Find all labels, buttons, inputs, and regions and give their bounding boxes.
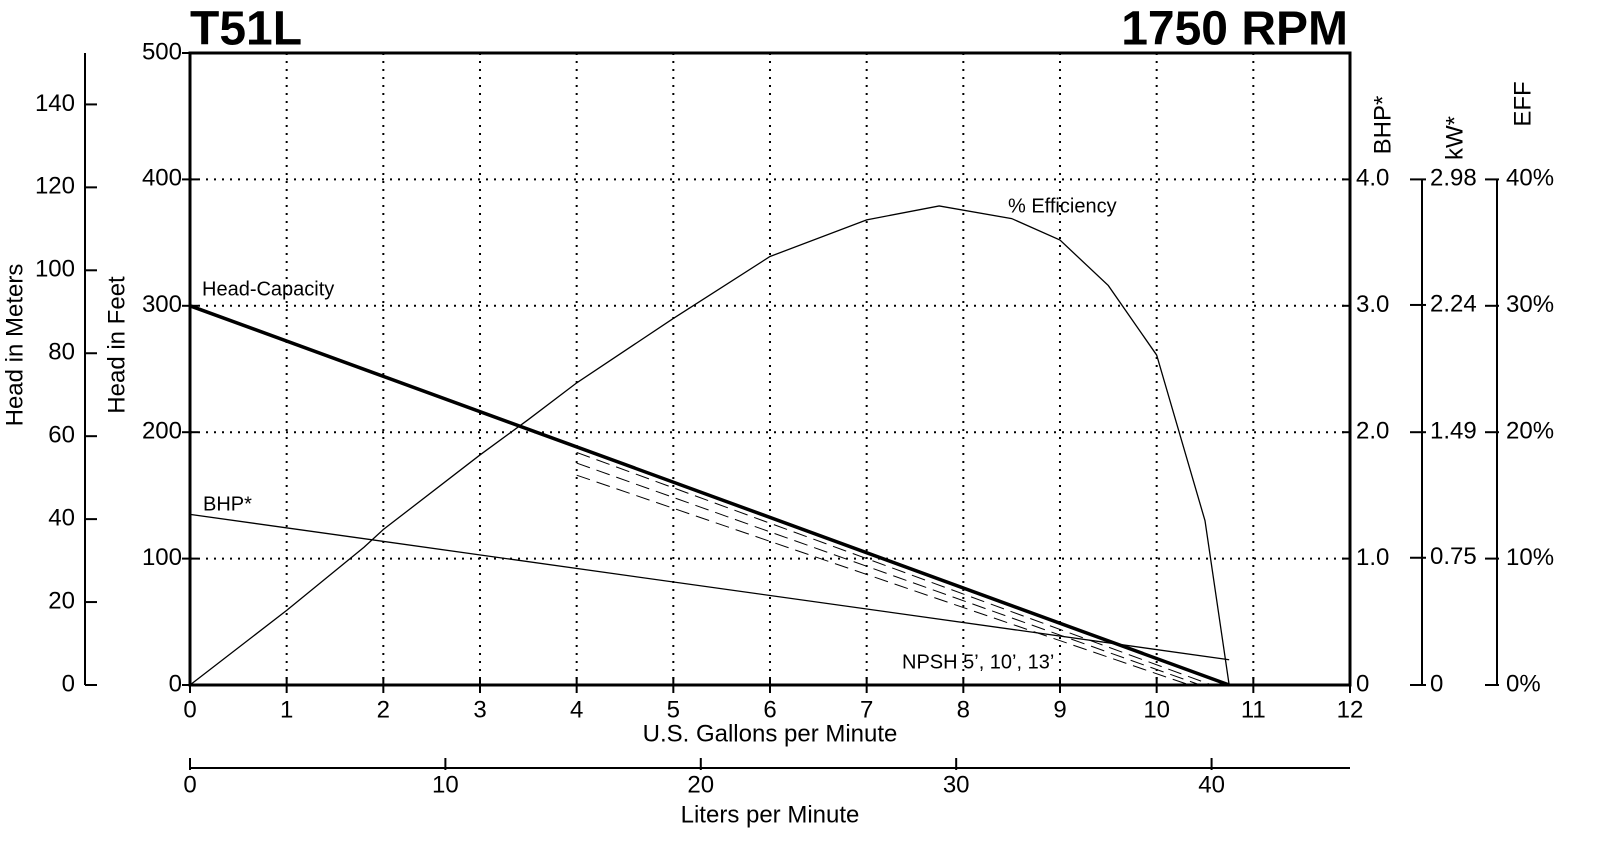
y2-tick-label: 120 — [35, 173, 75, 200]
y5-tick-label: 40% — [1506, 165, 1554, 192]
series-line — [189, 304, 1230, 687]
x2-axis-label: Liters per Minute — [681, 801, 860, 828]
x-tick-label: 6 — [763, 696, 776, 723]
x2-tick-label: 20 — [687, 771, 714, 798]
chart-subtitle: 1750 RPM — [1121, 3, 1348, 56]
y4-axis-label: kW* — [1441, 116, 1468, 160]
y4-tick-label: 2.98 — [1430, 165, 1477, 192]
x-axis-label: U.S. Gallons per Minute — [643, 720, 898, 747]
npsh-label: NPSH 5’, 10’, 13’ — [902, 651, 1054, 673]
y-tick-label: 500 — [142, 38, 182, 65]
x-tick-label: 9 — [1053, 696, 1066, 723]
y5-tick-label: 0% — [1506, 670, 1541, 697]
y5-tick-label: 30% — [1506, 291, 1554, 318]
y2-axis-label: Head in Meters — [1, 264, 28, 427]
x2-tick-label: 40 — [1198, 771, 1225, 798]
x-tick-label: 4 — [570, 696, 583, 723]
series-line — [576, 451, 1212, 686]
y3-tick-label: 0 — [1356, 670, 1369, 697]
series-line — [576, 474, 1190, 686]
y2-tick-label: 0 — [62, 670, 75, 697]
y-tick-label: 300 — [142, 291, 182, 318]
x2-tick-label: 0 — [183, 771, 196, 798]
y3-tick-label: 2.0 — [1356, 418, 1389, 445]
x-tick-label: 10 — [1143, 696, 1170, 723]
x-tick-label: 7 — [860, 696, 873, 723]
y2-tick-label: 80 — [48, 339, 75, 366]
y-axis-label: Head in Feet — [103, 276, 130, 414]
series-label: % Efficiency — [1008, 195, 1117, 217]
y2-tick-label: 100 — [35, 256, 75, 283]
y-tick-label: 0 — [169, 670, 182, 697]
y2-tick-label: 40 — [48, 504, 75, 531]
x-tick-label: 12 — [1337, 696, 1364, 723]
series-line — [189, 513, 1230, 661]
series-line — [189, 205, 1230, 686]
y4-tick-label: 2.24 — [1430, 290, 1477, 317]
y2-tick-label: 140 — [35, 90, 75, 117]
x-tick-label: 8 — [957, 696, 970, 723]
x-tick-label: 2 — [377, 696, 390, 723]
y5-tick-label: 10% — [1506, 544, 1554, 571]
series-line — [576, 462, 1201, 686]
x-tick-label: 3 — [473, 696, 486, 723]
y3-tick-label: 4.0 — [1356, 165, 1389, 192]
y2-tick-label: 60 — [48, 422, 75, 449]
x-tick-label: 11 — [1241, 696, 1266, 723]
chart-title: T51L — [190, 3, 302, 56]
x-tick-label: 1 — [280, 696, 293, 723]
x-tick-label: 5 — [667, 696, 680, 723]
y4-tick-label: 0 — [1430, 670, 1443, 697]
y4-tick-label: 1.49 — [1430, 418, 1477, 445]
y5-axis-label: EFF — [1509, 81, 1536, 126]
x2-tick-label: 10 — [432, 771, 459, 798]
x2-tick-label: 30 — [943, 771, 970, 798]
y-tick-label: 200 — [142, 418, 182, 445]
series-label: BHP* — [203, 493, 252, 515]
y-tick-label: 400 — [142, 165, 182, 192]
y5-tick-label: 20% — [1506, 418, 1554, 445]
y2-tick-label: 20 — [48, 587, 75, 614]
y3-tick-label: 1.0 — [1356, 544, 1389, 571]
y-tick-label: 100 — [142, 544, 182, 571]
series-label: Head-Capacity — [202, 278, 334, 300]
x-tick-label: 0 — [183, 696, 196, 723]
y3-tick-label: 3.0 — [1356, 291, 1389, 318]
y3-axis-label: BHP* — [1369, 96, 1396, 155]
y4-tick-label: 0.75 — [1430, 543, 1477, 570]
